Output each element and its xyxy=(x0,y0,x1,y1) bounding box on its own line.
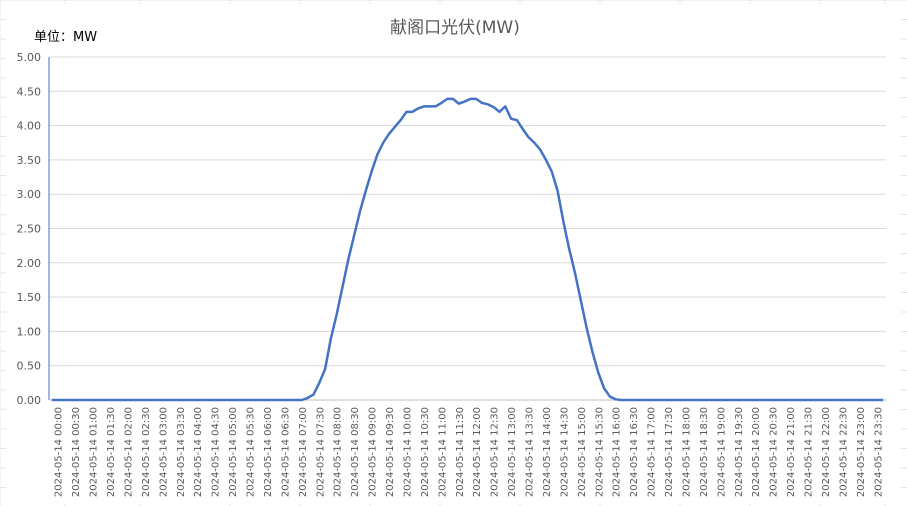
x-tick-label: 2024-05-14 07:00 xyxy=(298,407,309,497)
x-tick-label: 2024-05-14 23:30 xyxy=(873,407,884,497)
x-tick-label: 2024-05-14 07:30 xyxy=(315,407,326,497)
x-tick-label: 2024-05-14 03:30 xyxy=(176,407,187,497)
chart-title: 献阁口光伏(MW) xyxy=(390,18,520,38)
y-tick-label: 2.00 xyxy=(17,257,42,270)
x-tick-label: 2024-05-14 17:30 xyxy=(664,407,675,497)
x-tick-label: 2024-05-14 10:00 xyxy=(402,407,413,497)
x-tick-label: 2024-05-14 08:00 xyxy=(333,407,344,497)
x-tick-label: 2024-05-14 21:30 xyxy=(804,407,815,497)
x-tick-label: 2024-05-14 13:00 xyxy=(507,407,518,497)
unit-label: 单位：MW xyxy=(34,30,97,45)
x-tick-label: 2024-05-14 12:00 xyxy=(472,407,483,497)
y-tick-label: 1.00 xyxy=(17,325,42,338)
series-line xyxy=(51,97,884,402)
x-tick-label: 2024-05-14 23:00 xyxy=(856,407,867,497)
x-tick-label: 2024-05-14 05:00 xyxy=(228,407,239,497)
x-tick-label: 2024-05-14 14:30 xyxy=(559,407,570,497)
x-tick-label: 2024-05-14 11:00 xyxy=(437,407,448,497)
x-tick-label: 2024-05-14 17:00 xyxy=(647,407,658,497)
x-tick-label: 2024-05-14 13:30 xyxy=(525,407,536,497)
x-tick-label: 2024-05-14 01:00 xyxy=(89,407,100,497)
y-tick-label: 2.50 xyxy=(17,223,42,236)
x-tick-label: 2024-05-14 12:30 xyxy=(490,407,501,497)
y-tick-label: 3.50 xyxy=(17,154,42,167)
y-tick-label: 0.00 xyxy=(17,394,42,407)
x-tick-label: 2024-05-14 15:30 xyxy=(594,407,605,497)
x-tick-label: 2024-05-14 19:00 xyxy=(716,407,727,497)
x-tick-label: 2024-05-14 19:30 xyxy=(734,407,745,497)
x-tick-label: 2024-05-14 22:30 xyxy=(838,407,849,497)
y-tick-label: 3.00 xyxy=(17,188,42,201)
x-tick-label: 2024-05-14 04:00 xyxy=(193,407,204,497)
x-tick-label: 2024-05-14 20:00 xyxy=(751,407,762,497)
x-tick-label: 2024-05-14 16:30 xyxy=(629,407,640,497)
x-tick-label: 2024-05-14 03:00 xyxy=(158,407,169,497)
x-axis-ticks: 2024-05-14 00:00 2024-05-14 00:30 2024-05-… xyxy=(54,407,885,497)
x-tick-label: 2024-05-14 00:00 xyxy=(54,407,65,497)
chart-background xyxy=(6,4,901,504)
x-tick-label: 2024-05-14 15:00 xyxy=(577,407,588,497)
x-tick-label: 2024-05-14 08:30 xyxy=(350,407,361,497)
x-tick-label: 2024-05-14 21:00 xyxy=(786,407,797,497)
x-tick-label: 2024-05-14 05:30 xyxy=(246,407,257,497)
x-tick-label: 2024-05-14 18:00 xyxy=(681,407,692,497)
y-tick-label: 0.50 xyxy=(17,360,42,373)
y-tick-label: 1.50 xyxy=(17,291,42,304)
x-tick-label: 2024-05-14 06:30 xyxy=(280,407,291,497)
x-tick-label: 2024-05-14 09:00 xyxy=(368,407,379,497)
x-tick-label: 2024-05-14 11:30 xyxy=(455,407,466,497)
x-tick-label: 2024-05-14 00:30 xyxy=(71,407,82,497)
x-tick-label: 2024-05-14 22:00 xyxy=(821,407,832,497)
y-tick-label: 4.00 xyxy=(17,120,42,133)
y-axis-ticks: 0.00 0.50 1.00 1.50 2.00 2.50 3.00 3.50 4.00 4.50… xyxy=(17,51,42,407)
x-tick-label: 2024-05-14 02:00 xyxy=(123,407,134,497)
x-tick-label: 2024-05-14 16:00 xyxy=(612,407,623,497)
x-tick-label: 2024-05-14 09:30 xyxy=(385,407,396,497)
x-tick-label: 2024-05-14 01:30 xyxy=(106,407,117,497)
x-tick-label: 2024-05-14 02:30 xyxy=(141,407,152,497)
y-tick-label: 5.00 xyxy=(17,51,42,64)
x-tick-label: 2024-05-14 04:30 xyxy=(211,407,222,497)
x-tick-label: 2024-05-14 10:30 xyxy=(420,407,431,497)
x-tick-label: 2024-05-14 14:00 xyxy=(542,407,553,497)
x-tick-label: 2024-05-14 06:00 xyxy=(263,407,274,497)
y-tick-label: 4.50 xyxy=(17,85,42,98)
x-tick-label: 2024-05-14 20:30 xyxy=(769,407,780,497)
series-group xyxy=(51,97,884,402)
x-tick-label: 2024-05-14 18:30 xyxy=(699,407,710,497)
